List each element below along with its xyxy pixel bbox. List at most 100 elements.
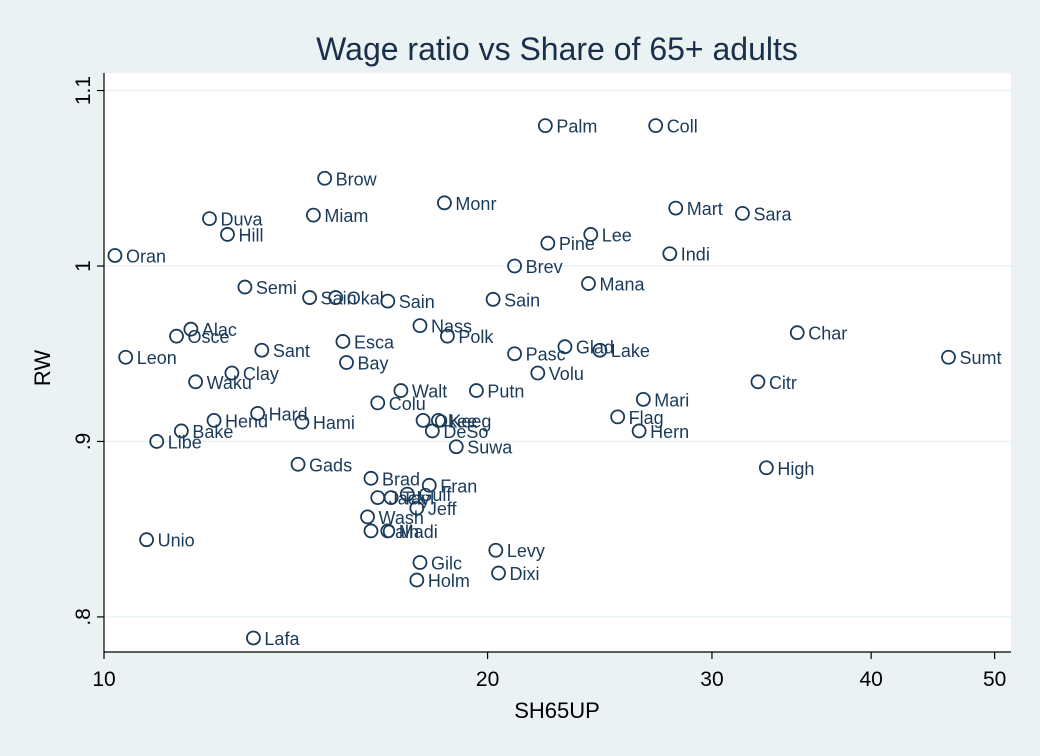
data-point-label: Brow [336,169,378,189]
data-point-label: Fran [440,476,477,496]
data-point [363,523,379,539]
data-point [662,246,678,262]
data-point [941,349,956,365]
data-point [139,532,154,548]
data-point-label: Osce [188,327,230,347]
data-point [468,383,484,398]
data-point [491,565,506,581]
data-point [507,258,522,274]
data-point-label: Colu [389,394,426,414]
data-point-label: Libe [168,432,202,452]
data-point-label: Brev [526,257,563,277]
grid-lines [104,89,1011,618]
y-tick-label: 1 [72,260,95,272]
data-point-label: Holm [428,571,470,591]
data-point-label: Pine [559,234,595,254]
data-point [188,374,203,390]
data-point [610,409,626,425]
data-point [581,276,596,291]
data-point-label: Semi [256,278,297,298]
data-point [294,414,310,430]
data-point-label: Citr [769,373,797,393]
data-point-label: Hern [650,422,689,442]
data-point-label: Hill [238,225,263,245]
data-point-label: Miam [324,206,368,226]
data-point [206,412,222,428]
data-point-label: Sant [273,341,310,361]
data-point [237,279,253,295]
data-point-label: Bake [192,422,233,442]
data-point-label: Wash [379,508,424,528]
y-tick-label: .8 [72,608,95,626]
data-point [409,572,425,588]
data-point-label: High [777,459,814,479]
data-point-label: Volu [549,364,584,384]
data-point [339,355,354,370]
data-point [440,328,455,344]
data-point-label: Indi [681,245,710,265]
data-point-label: Clay [243,364,279,384]
data-point [507,346,522,362]
data-point [750,374,766,390]
data-point [583,227,599,242]
data-point [370,395,386,411]
data-point-label: Sain [399,292,435,312]
data-point [306,207,321,223]
x-ticks: 10 20 30 40 50 [92,652,1006,691]
data-point-label: Keeg [449,411,491,431]
data-point-label: Esca [354,332,395,352]
data-point [592,342,608,358]
data-point [424,423,440,439]
data-point-label: Unio [158,531,195,551]
data-point-label: Madi [399,522,438,542]
y-ticks: .8 .9 1 1.1 [72,76,104,626]
data-point-label: Okal [347,289,384,309]
data-point-label: Glad [576,338,614,358]
x-axis-label: SH65UP [514,698,600,723]
data-point [415,412,431,428]
data-point-label: Walt [412,382,447,402]
data-point [183,321,199,337]
data-point-label: Lee [602,225,632,245]
data-point-label: Gads [309,455,352,475]
data-point [488,542,504,558]
data-point [220,227,235,242]
data-point-label: Sain [321,289,357,309]
data-point [246,630,261,646]
data-point [631,423,647,439]
data-point [530,365,546,381]
data-point [224,365,240,381]
data-point [380,523,396,539]
data-point [328,290,344,305]
data-point-label: Polk [458,327,494,347]
data-point [302,290,318,305]
data-point-label: Pasc [526,345,566,365]
data-point-label: Mana [599,275,645,295]
data-point-label: Hard [269,404,308,424]
data-point-label: DeSo [443,422,488,442]
plot-area [104,73,1011,652]
data-point-label: Nass [431,317,472,337]
data-point [169,328,184,344]
data-point-label: Hami [313,413,355,433]
data-point [335,334,351,349]
data-point-label: Gulf [418,485,452,505]
data-point-label: Alac [202,320,237,340]
data-point [537,118,553,134]
data-point [380,293,396,309]
data-point-label: Gilc [431,554,462,574]
data-point [421,477,437,493]
data-point-label: Coll [667,117,698,137]
data-point-label: Okee [434,411,477,431]
data-point-label: Palm [556,117,597,137]
data-point-label: Flag [629,408,664,428]
data-point [383,490,399,506]
data-point-label: Sara [753,204,792,224]
data-point-label: Sumt [960,348,1002,368]
chart-title: Wage ratio vs Share of 65+ adults [316,31,798,67]
data-point [540,235,556,251]
data-point-label: Jeff [428,499,458,519]
data-point-label: Sain [504,290,540,310]
data-point-label: Mart [687,199,723,219]
